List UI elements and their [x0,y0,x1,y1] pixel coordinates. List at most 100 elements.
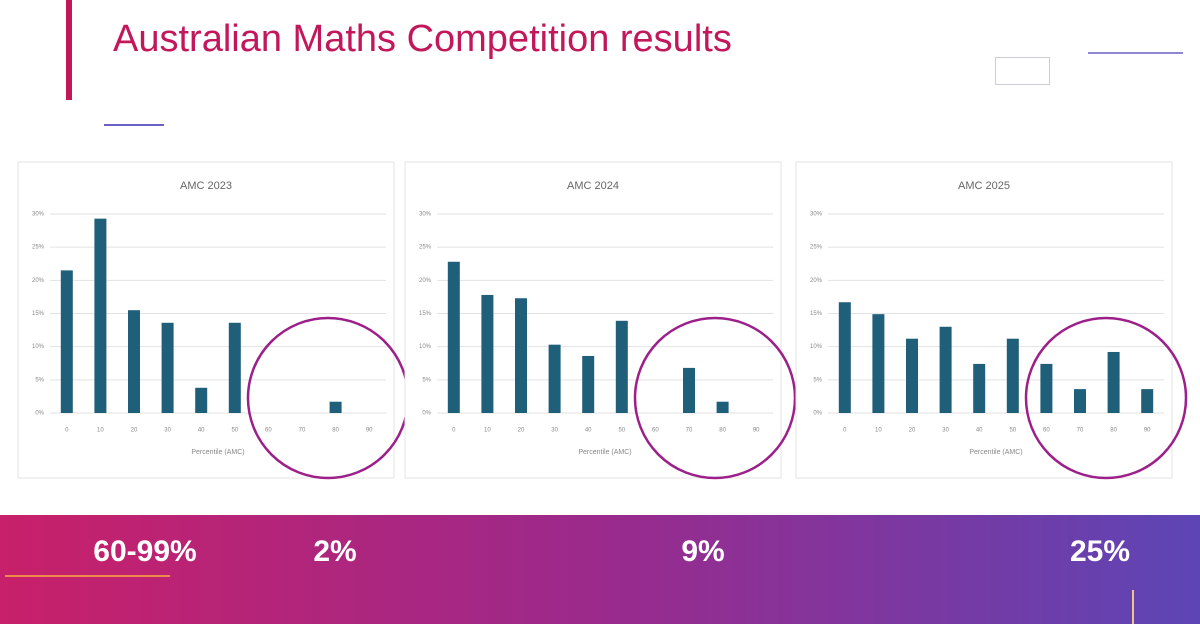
bar [447,261,460,413]
accent-line [5,575,170,577]
bar [1040,363,1053,413]
x-tick-label: 20 [909,428,916,434]
x-tick-label: 10 [875,428,882,434]
x-tick-label: 50 [618,428,625,434]
x-tick-label: 50 [231,428,238,434]
x-axis-label: Percentile (AMC) [578,449,631,456]
bar [973,363,986,413]
y-tick-label: 10% [419,344,432,350]
x-tick-label: 0 [65,428,69,434]
x-tick-label: 50 [1009,428,1016,434]
bar [94,218,107,413]
bar [195,387,208,413]
x-tick-label: 90 [753,428,760,434]
y-tick-label: 25% [419,245,432,251]
chart-frame [795,161,1173,479]
y-tick-label: 10% [810,344,823,350]
y-tick-label: 25% [810,245,823,251]
banner-label: 9% [681,535,725,568]
x-tick-label: 90 [1144,428,1151,434]
y-tick-label: 15% [810,311,823,317]
bar [515,298,527,413]
bar [872,314,885,413]
y-tick-label: 0% [35,411,44,417]
y-tick-label: 20% [32,278,45,284]
y-tick-label: 20% [810,278,823,284]
y-tick-label: 0% [422,411,431,417]
y-tick-label: 25% [32,245,45,251]
bar [1006,338,1019,413]
bar [548,344,561,413]
x-tick-label: 60 [265,428,272,434]
y-tick-label: 15% [32,311,45,317]
bar [128,310,140,413]
bar [615,320,628,413]
banner-label: 2% [313,535,357,568]
accent-bar [66,0,72,100]
bar [329,401,342,413]
x-tick-label: 30 [164,428,171,434]
x-tick-label: 70 [1077,428,1084,434]
banner: 60-99% 2% 9% 25% [0,515,1200,624]
charts: AMC 2023 0% 5% 10% 15% 20% 25% 30% 0 10 20 30 40 50 60… [17,161,1188,480]
chart-frame [17,161,395,479]
x-tick-label: 90 [366,428,373,434]
bar [906,338,918,413]
y-tick-label: 0% [813,411,822,417]
y-tick-label: 30% [419,212,432,218]
x-tick-label: 0 [843,428,847,434]
x-axis-label: Percentile (AMC) [191,449,244,456]
highlight-circle [1024,316,1188,480]
bar [838,302,851,413]
bar [1074,389,1086,413]
bar [481,294,494,413]
y-tick-label: 5% [35,377,44,383]
accent-line [1088,52,1183,54]
bar [161,322,174,413]
y-tick-label: 30% [32,212,45,218]
slide-title: Australian Maths Competition results [113,18,732,60]
x-tick-label: 70 [299,428,306,434]
bar [1141,389,1154,413]
x-tick-label: 30 [942,428,949,434]
bar [60,270,73,413]
y-tick-label: 10% [32,344,45,350]
chart-frame [404,161,782,479]
y-tick-label: 20% [419,278,432,284]
chart-title: AMC 2025 [958,180,1010,192]
x-tick-label: 30 [551,428,558,434]
x-tick-label: 10 [484,428,491,434]
x-tick-label: 60 [1043,428,1050,434]
x-tick-label: 10 [97,428,104,434]
x-tick-label: 80 [332,428,339,434]
banner-label: 25% [1069,535,1131,568]
badge [995,57,1050,85]
chart-title: AMC 2024 [567,180,619,192]
y-tick-label: 15% [419,311,432,317]
accent-line [104,124,164,126]
bar [228,322,241,413]
x-tick-label: 0 [452,428,456,434]
y-tick-label: 5% [813,377,822,383]
banner-label: 60-99% [93,535,197,568]
bar [716,401,729,413]
y-tick-label: 5% [422,377,431,383]
bar [1107,351,1120,413]
x-tick-label: 40 [585,428,592,434]
x-tick-label: 20 [131,428,138,434]
x-tick-label: 20 [518,428,525,434]
x-tick-label: 80 [719,428,726,434]
x-axis-label: Percentile (AMC) [969,449,1022,456]
highlight-circle [633,316,797,480]
bar [582,355,595,413]
x-tick-label: 40 [976,428,983,434]
y-tick-label: 30% [810,212,823,218]
chart-title: AMC 2023 [180,180,232,192]
bar [683,367,695,413]
x-tick-label: 40 [198,428,205,434]
x-tick-label: 70 [686,428,693,434]
accent-line [1132,590,1134,624]
x-tick-label: 60 [652,428,659,434]
x-tick-label: 80 [1110,428,1117,434]
